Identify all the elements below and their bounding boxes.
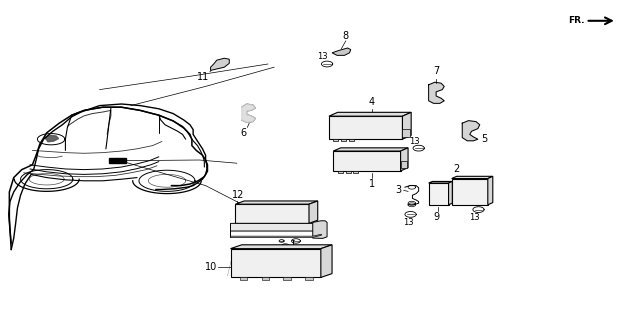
Bar [401,161,407,168]
Polygon shape [321,245,332,277]
Text: FR.: FR. [568,16,584,25]
Text: 1: 1 [369,179,375,189]
Text: 6: 6 [240,128,246,138]
Text: 13: 13 [317,52,328,61]
Bar [109,158,126,163]
Bar [429,183,449,205]
Bar [333,139,338,141]
Text: 4: 4 [369,97,375,107]
Text: 12: 12 [232,190,245,200]
Bar [262,277,269,280]
Text: 11: 11 [196,72,209,82]
Bar [349,139,354,141]
Text: 8: 8 [343,31,349,41]
Polygon shape [429,181,452,183]
Bar [353,171,358,173]
Polygon shape [231,223,321,237]
Polygon shape [449,181,452,205]
Polygon shape [231,234,321,237]
Text: 2: 2 [453,164,459,174]
Bar [338,171,343,173]
Text: 7: 7 [433,66,439,76]
Polygon shape [313,221,327,238]
Bar [235,204,309,223]
Bar [341,139,346,141]
Text: 10: 10 [204,262,217,272]
Text: 13: 13 [409,137,420,146]
Bar [231,249,321,277]
Polygon shape [452,176,493,179]
Polygon shape [332,48,351,55]
Polygon shape [309,201,318,223]
Text: 5: 5 [481,134,487,144]
Bar [283,277,291,280]
Polygon shape [488,176,493,205]
Bar [333,151,401,171]
Bar [240,277,247,280]
Polygon shape [402,112,411,139]
Bar [346,171,351,173]
Polygon shape [231,245,332,249]
Bar [329,116,402,139]
Polygon shape [45,135,59,142]
Text: 9: 9 [433,212,439,222]
Polygon shape [429,82,444,103]
Polygon shape [211,58,229,70]
Bar [305,277,313,280]
Polygon shape [401,148,408,171]
Text: 13: 13 [469,213,480,222]
Bar [402,129,410,137]
Polygon shape [333,148,408,151]
Polygon shape [462,121,480,141]
Polygon shape [235,201,318,204]
Bar [452,179,488,205]
Text: 3: 3 [396,185,402,196]
Polygon shape [242,104,255,123]
Text: 13: 13 [402,218,414,227]
Polygon shape [329,112,411,116]
